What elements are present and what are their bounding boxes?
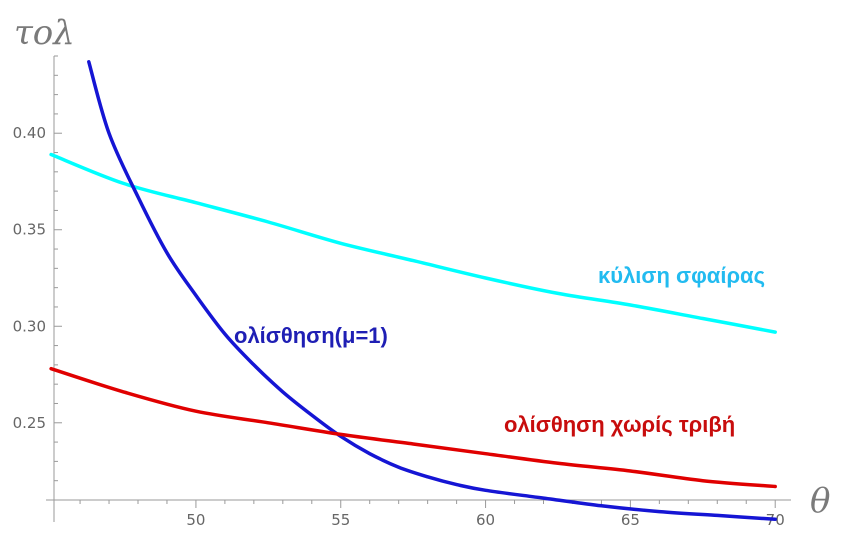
y-tick-label: 0.25: [13, 414, 46, 432]
series-label-frictionless: ολίσθηση χωρίς τριβή: [504, 412, 735, 437]
series-layer: [49, 60, 777, 522]
axes: 50 55 60 65 700.250.300.350.40: [13, 55, 791, 529]
series-line-frictionless: [49, 366, 777, 489]
y-tick-label: 0.30: [13, 317, 46, 335]
y-tick-label: 0.35: [13, 221, 46, 239]
x-tick-label: 65: [621, 511, 640, 529]
series-line-friction: [87, 60, 777, 522]
series-label-friction: ολίσθηση(μ=1): [234, 323, 388, 348]
y-tick-label: 0.40: [13, 124, 46, 142]
x-axis-label: θ: [810, 481, 830, 521]
x-tick-label: 50: [186, 511, 205, 529]
series-line-rolling: [49, 152, 777, 334]
x-tick-label: 55: [331, 511, 350, 529]
series-label-rolling: κύλιση σφαίρας: [598, 263, 765, 288]
y-axis-label: τολ: [14, 13, 75, 53]
x-tick-label: 60: [476, 511, 495, 529]
